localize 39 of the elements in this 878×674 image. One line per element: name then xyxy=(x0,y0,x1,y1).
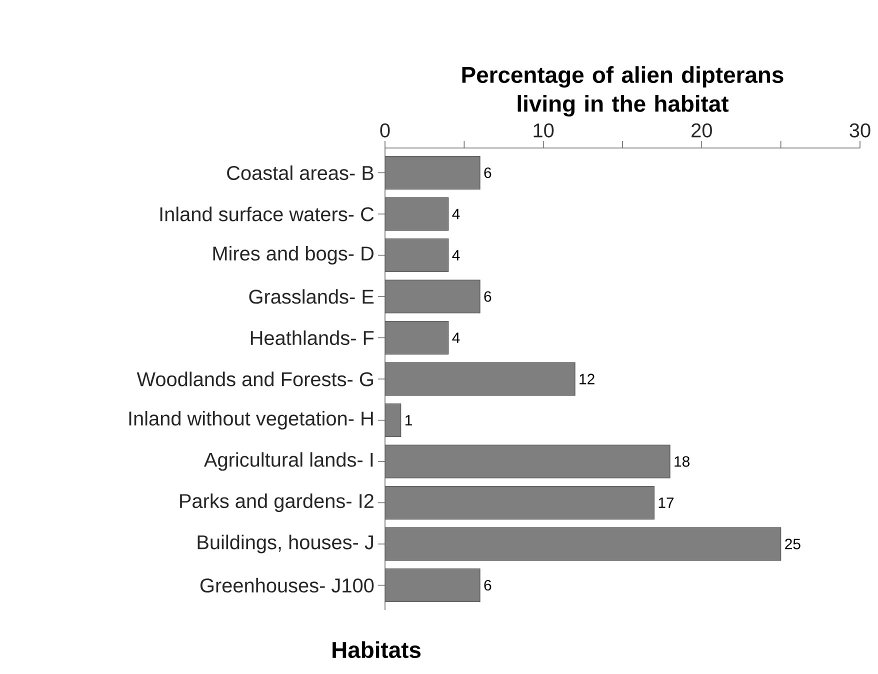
data-label: 6 xyxy=(484,580,492,591)
data-label: 6 xyxy=(484,291,492,302)
x-tick-label: 30 xyxy=(850,123,870,138)
x-tick-label: 20 xyxy=(692,123,712,138)
y-tick-label: Inland without vegetation- H xyxy=(129,410,373,430)
data-label: 1 xyxy=(406,415,412,426)
y-tick-label: Woodlands and Forests- G xyxy=(136,372,373,386)
x-tick-label: 10 xyxy=(534,123,554,138)
bar xyxy=(385,197,449,231)
y-tick-label: Buildings, houses- J xyxy=(198,534,373,554)
data-label: 25 xyxy=(785,538,800,550)
data-label: 17 xyxy=(658,498,674,508)
y-tick-label: Inland surface waters- C xyxy=(160,206,374,222)
bar xyxy=(385,444,670,478)
bar xyxy=(385,403,402,438)
bar xyxy=(385,527,782,561)
y-tick-label: Grasslands- E xyxy=(249,289,374,304)
y-tick-label: Greenhouses- J100 xyxy=(200,578,374,593)
bar xyxy=(385,156,480,190)
bar xyxy=(385,280,480,314)
x-axis-title: Percentage of alien dipterans living in the habitat xyxy=(462,66,784,117)
data-label: 18 xyxy=(674,456,690,467)
bar xyxy=(385,238,449,272)
y-tick-label: Heathlands- F xyxy=(250,330,374,346)
data-label: 4 xyxy=(452,208,460,220)
y-tick-label: Coastal areas- B xyxy=(227,165,374,180)
bar xyxy=(385,320,449,355)
y-tick-label: Agricultural lands- I xyxy=(204,452,373,471)
bar xyxy=(385,568,480,602)
x-tick-label: 0 xyxy=(380,123,390,138)
data-label: 4 xyxy=(452,250,460,260)
bar xyxy=(385,486,654,520)
bar xyxy=(385,362,576,396)
y-axis-title: Habitats xyxy=(332,641,421,658)
y-tick-label: Parks and gardens- I2 xyxy=(180,493,374,512)
y-tick-label: Mires and bogs- D xyxy=(213,246,374,265)
data-label: 6 xyxy=(484,167,492,178)
data-label: 12 xyxy=(580,374,594,384)
data-label: 4 xyxy=(452,332,460,343)
